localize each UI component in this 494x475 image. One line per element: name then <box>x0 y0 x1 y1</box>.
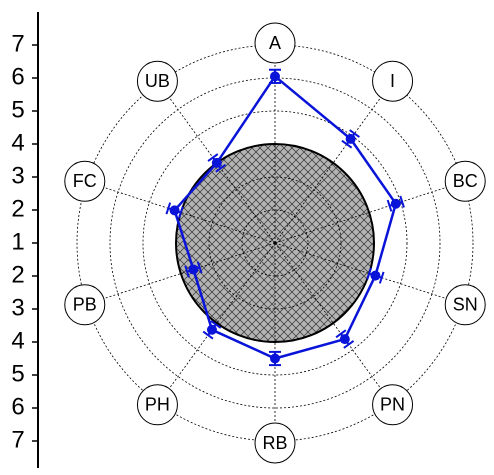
r-tick-label: 4 <box>11 129 24 156</box>
label-circle <box>372 60 414 102</box>
spoke <box>274 242 392 404</box>
r-tick-label: 6 <box>11 393 24 420</box>
spoke <box>158 82 276 244</box>
label-circle <box>136 60 178 102</box>
r-tick-label: 2 <box>11 195 24 222</box>
category-label: FC <box>73 171 97 191</box>
data-point <box>206 324 217 335</box>
spoke <box>158 242 276 404</box>
category-label: UB <box>145 71 170 91</box>
data-point <box>370 270 381 281</box>
data-point <box>345 133 356 144</box>
r-tick-label: 5 <box>11 360 24 387</box>
r-tick-label: 5 <box>11 96 24 123</box>
spoke <box>86 242 276 305</box>
data-point <box>169 205 180 216</box>
label-circle <box>372 384 414 426</box>
label-circle <box>444 284 486 326</box>
category-label: PN <box>380 395 405 415</box>
data-point <box>339 334 350 345</box>
spoke <box>86 181 276 244</box>
grid-ring <box>208 176 342 310</box>
data-point <box>188 264 199 275</box>
category-label: PH <box>145 395 170 415</box>
r-tick-label: 7 <box>11 426 24 453</box>
category-label: SN <box>453 295 478 315</box>
spoke <box>274 82 392 244</box>
label-circle <box>254 422 296 464</box>
r-tick-label: 7 <box>11 30 24 57</box>
category-label: RB <box>262 433 287 453</box>
r-tick-label: 3 <box>11 162 24 189</box>
category-label: A <box>269 33 281 53</box>
label-circle <box>136 384 178 426</box>
label-circle <box>444 160 486 202</box>
data-point <box>270 71 280 82</box>
r-tick-label: 4 <box>11 327 24 354</box>
data-point <box>211 157 222 168</box>
category-label: PB <box>73 295 97 315</box>
grid-ring <box>175 143 375 343</box>
category-label: BC <box>453 171 478 191</box>
spoke <box>274 181 464 244</box>
r-tick-label: 6 <box>11 63 24 90</box>
data-point <box>390 198 401 209</box>
grid-ring <box>241 209 309 277</box>
category-label: I <box>390 71 395 91</box>
label-circle <box>64 284 106 326</box>
r-tick-label: 1 <box>11 228 24 255</box>
r-tick-label: 2 <box>11 261 24 288</box>
label-circle <box>64 160 106 202</box>
r-tick-label: 3 <box>11 294 24 321</box>
spoke <box>274 242 464 305</box>
data-point <box>270 353 280 364</box>
label-circle <box>254 22 296 64</box>
